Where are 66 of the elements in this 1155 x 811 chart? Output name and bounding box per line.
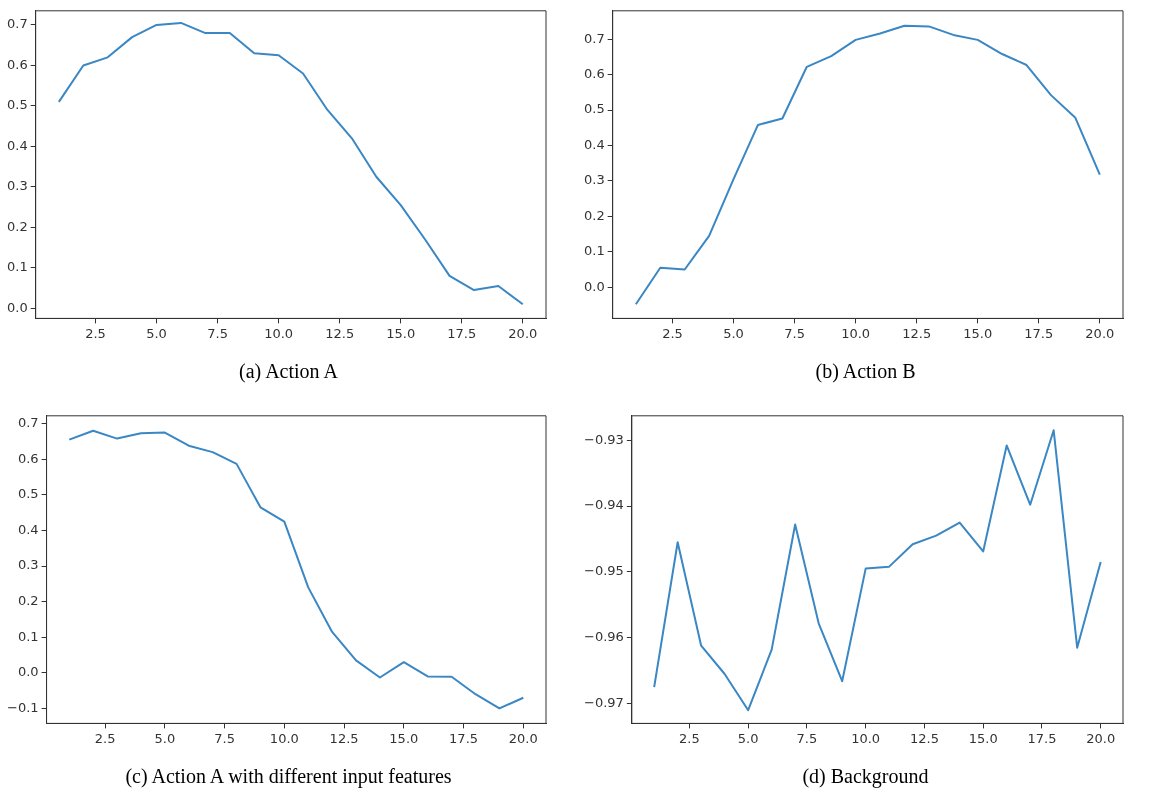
x-tick-label: 12.5 [325,325,355,341]
y-tick-label: 0.5 [17,486,39,502]
y-tick-label: 0.3 [17,557,39,573]
x-tick-label: 17.5 [447,325,477,341]
y-tick-label: −0.93 [583,431,624,447]
x-tick-label: 12.5 [329,730,359,746]
x-tick-label: 2.5 [85,325,106,341]
y-tick-label: 0.0 [583,278,605,294]
x-tick-label: 20.0 [1085,325,1115,341]
y-tick-label: 0.7 [6,16,28,32]
y-tick-label: −0.97 [583,695,624,711]
x-tick-label: 10.0 [269,730,299,746]
y-tick-label: 0.6 [583,65,605,81]
y-tick-label: 0.1 [583,243,605,259]
y-tick-label: −0.1 [6,699,39,715]
y-tick-label: 0.5 [583,101,605,117]
x-tick-label: 2.5 [94,730,116,746]
x-tick-label: 12.5 [902,325,932,341]
x-tick-label: 20.0 [508,730,538,746]
text: (b) Action B [814,360,917,383]
y-tick-label: 0.6 [6,56,28,72]
y-tick-label: 0.0 [17,664,39,680]
y-tick-label: 0.0 [6,299,28,315]
x-tick-label: 10.0 [264,325,294,341]
y-tick-label: 0.7 [583,30,605,46]
text: (d) Background [801,765,930,788]
y-tick-label: 0.2 [583,207,605,223]
x-tick-label: 17.5 [1027,730,1057,746]
x-tick-label: 15.0 [963,325,993,341]
y-tick-label: 0.4 [583,136,605,152]
y-tick-label: 0.3 [583,172,605,188]
x-tick-label: 17.5 [449,730,479,746]
x-tick-label: 20.0 [1086,730,1116,746]
y-tick-label: 0.5 [6,97,28,113]
x-tick-label: 17.5 [1024,325,1054,341]
x-tick-label: 5.0 [154,730,176,746]
y-tick-label: 0.4 [17,521,39,537]
text: (a) Action A [238,360,339,383]
y-tick-label: −0.96 [583,629,624,645]
x-tick-label: 7.5 [207,325,228,341]
x-tick-label: 20.0 [508,325,538,341]
y-tick-label: −0.94 [583,497,624,513]
x-tick-label: 7.5 [796,730,818,746]
y-tick-label: 0.6 [17,450,39,466]
x-tick-label: 7.5 [784,325,805,341]
x-tick-label: 2.5 [679,730,700,746]
x-tick-label: 7.5 [214,730,235,746]
x-tick-label: 10.0 [841,325,871,341]
x-tick-label: 2.5 [662,325,683,341]
x-tick-label: 5.0 [737,730,759,746]
y-tick-label: 0.2 [17,593,39,609]
y-tick-label: 0.4 [6,137,28,153]
y-tick-label: 0.2 [6,218,28,234]
x-tick-label: 15.0 [389,730,419,746]
x-tick-label: 10.0 [851,730,881,746]
x-tick-label: 15.0 [386,325,416,341]
text: (c) Action A with different input features [124,765,453,788]
y-tick-label: −0.95 [583,563,624,579]
x-tick-label: 12.5 [909,730,939,746]
x-tick-label: 15.0 [968,730,998,746]
x-tick-label: 5.0 [723,325,744,341]
x-tick-label: 5.0 [146,325,167,341]
y-tick-label: 0.1 [6,259,28,275]
y-tick-label: 0.7 [17,415,39,431]
y-tick-label: 0.3 [6,178,28,194]
y-tick-label: 0.1 [17,628,39,644]
